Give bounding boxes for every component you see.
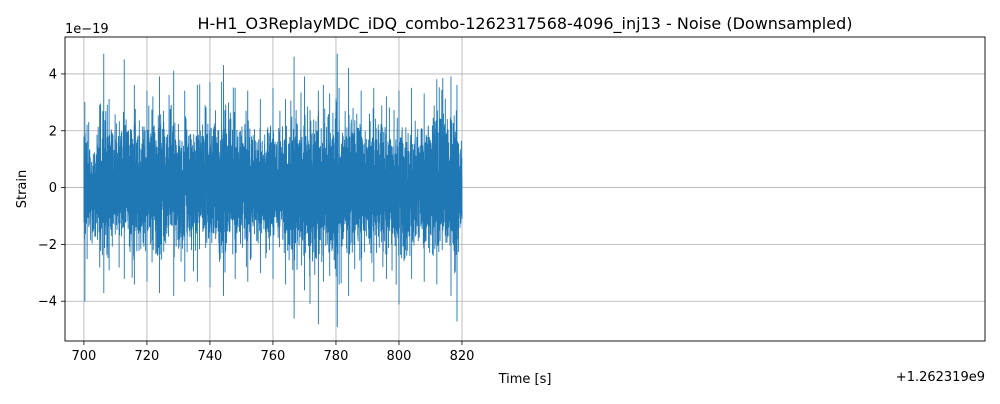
y-axis: −4 −2 0 2 4 [38, 67, 65, 310]
x-tick-label: 720 [135, 349, 160, 364]
x-tick-label: 820 [450, 349, 475, 364]
x-tick-label: 700 [71, 349, 96, 364]
strain-line [83, 53, 463, 328]
y-tick-label: 4 [49, 67, 57, 82]
x-offset-label: +1.262319e9 [896, 370, 985, 385]
y-axis-label: Strain [15, 170, 30, 209]
x-tick-label: 740 [198, 349, 223, 364]
y-tick-label: 2 [49, 124, 57, 139]
x-axis: 700 720 740 760 780 800 820 [71, 341, 474, 364]
y-tick-label: −2 [38, 238, 57, 253]
x-tick-label: 760 [261, 349, 286, 364]
x-tick-label: 780 [324, 349, 349, 364]
signal-layer [83, 53, 463, 328]
x-axis-label: Time [s] [498, 372, 552, 387]
y-tick-label: −4 [38, 295, 57, 310]
plot-frame [64, 36, 986, 342]
chart-title: H-H1_O3ReplayMDC_iDQ_combo-1262317568-40… [198, 14, 853, 34]
x-tick-label: 800 [387, 349, 412, 364]
y-tick-label: 0 [49, 181, 57, 196]
y-scale-label: 1e−19 [65, 22, 109, 37]
